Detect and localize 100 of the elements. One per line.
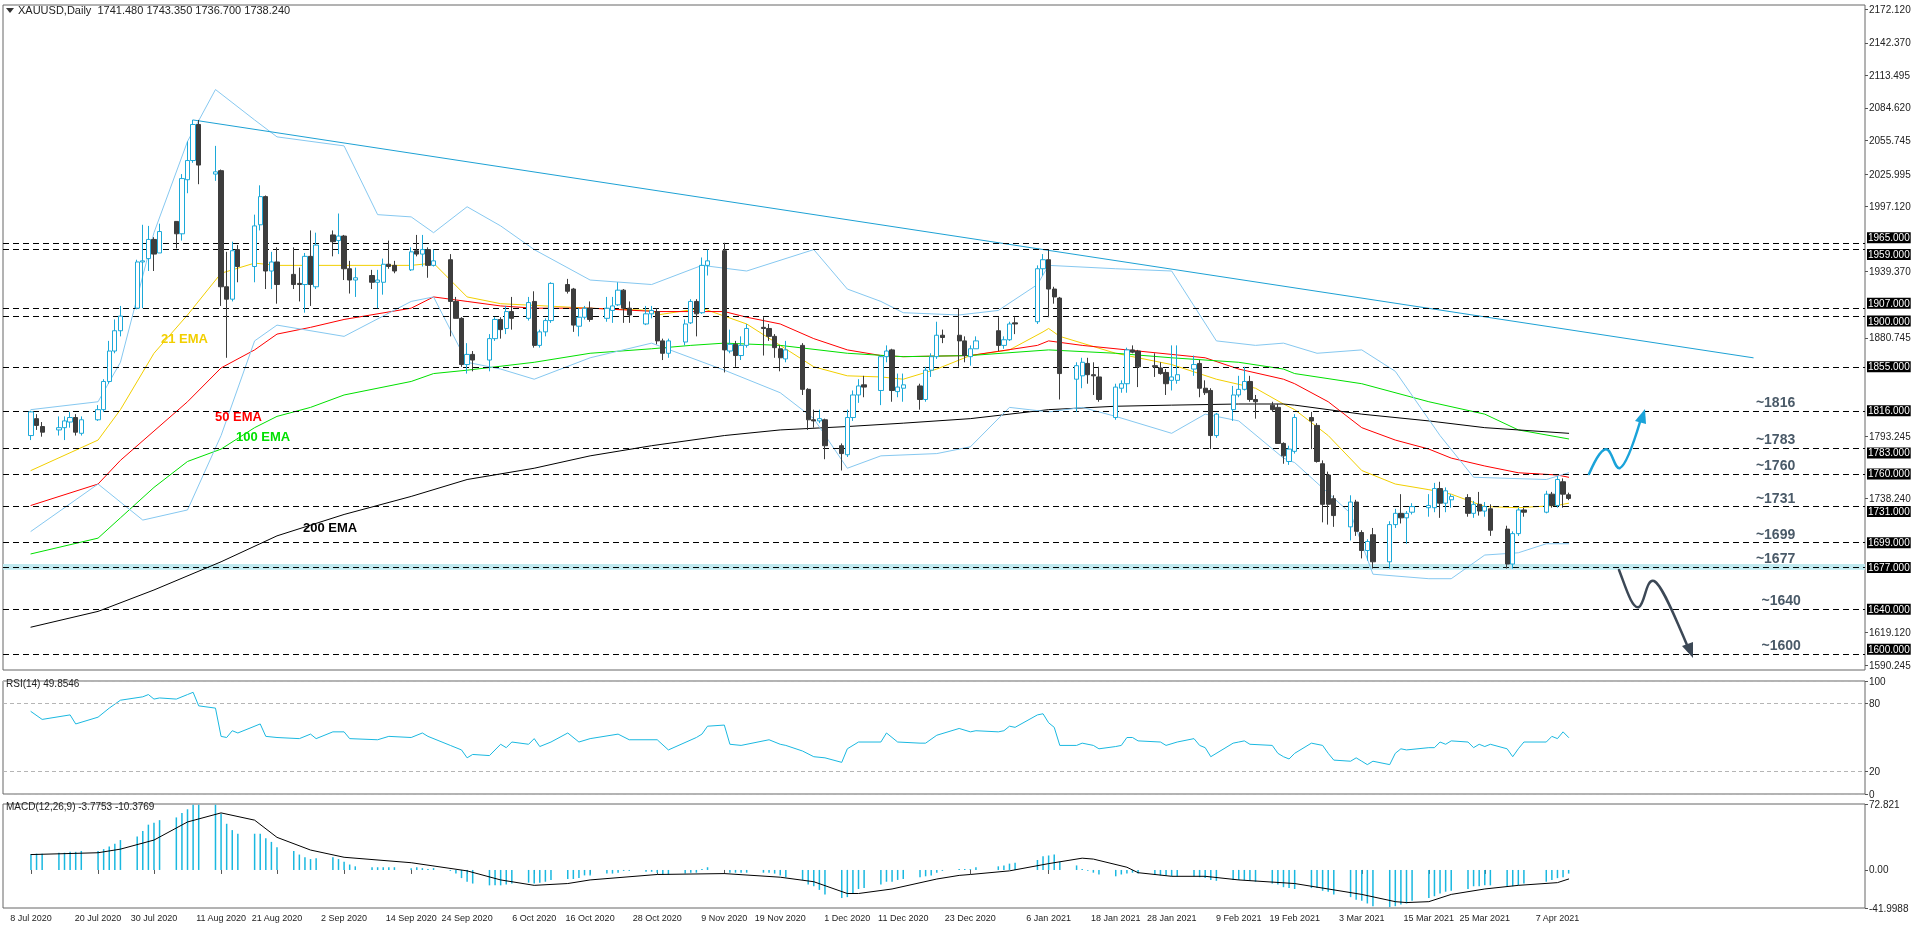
candlestick — [330, 229, 336, 257]
candlestick — [694, 298, 699, 337]
y-tick-label: 80 — [1869, 698, 1881, 710]
candlestick — [889, 348, 895, 403]
series-label: 21 EMA — [161, 331, 209, 346]
annotation: ~1677 — [1755, 550, 1796, 567]
candlestick — [526, 296, 531, 322]
candlestick — [509, 296, 514, 331]
y-tick-label: 72.821 — [1869, 798, 1901, 810]
candlestick — [688, 298, 693, 325]
annotation: ~1699 — [1755, 525, 1796, 542]
line-series — [30, 342, 1570, 555]
candlestick — [822, 418, 828, 460]
candlestick — [1359, 529, 1364, 559]
y-tick-label: 20 — [1869, 765, 1881, 777]
candlestick — [727, 329, 733, 354]
x-tick-label: 9 Nov 2020 — [701, 912, 748, 923]
x-tick-label: 24 Sep 2020 — [441, 912, 493, 923]
annotation: ~1640 — [1761, 592, 1801, 609]
candlestick — [587, 300, 593, 323]
candlestick — [615, 281, 621, 307]
candlestick — [722, 242, 727, 373]
candlestick — [1314, 422, 1320, 464]
candlestick — [1096, 366, 1102, 403]
candlestick — [783, 340, 788, 363]
candlestick — [196, 119, 201, 185]
ref-line-label: 1900.000 — [1868, 315, 1911, 327]
series-label: 200 EMA — [303, 520, 358, 535]
candlestick — [336, 213, 341, 255]
candlestick — [1488, 503, 1493, 537]
ref-line-label: 1907.000 — [1868, 297, 1911, 309]
line-series — [30, 691, 1570, 766]
candlestick — [1505, 525, 1510, 570]
candlestick — [1471, 500, 1476, 519]
x-tick-label: 6 Oct 2020 — [512, 912, 557, 923]
chart-title: XAUUSD,Daily 1741.480 1743.350 1736.700 1738.240 — [18, 3, 291, 16]
x-tick-label: 19 Nov 2020 — [754, 912, 806, 923]
candlestick — [1544, 490, 1549, 514]
candlestick — [252, 214, 257, 283]
candlestick — [778, 344, 783, 372]
candlestick — [174, 220, 179, 249]
x-tick-label: 6 Jan 2021 — [1026, 912, 1071, 923]
candlestick — [498, 316, 503, 340]
x-tick-label: 23 Dec 2020 — [944, 912, 996, 923]
x-tick-label: 21 Aug 2020 — [251, 912, 303, 923]
ref-line-label: 1699.000 — [1868, 537, 1911, 549]
candlestick — [1521, 507, 1527, 518]
candlestick — [470, 350, 475, 372]
y-tick-label: 0 — [1869, 788, 1875, 800]
candlestick — [817, 409, 822, 424]
x-tick-label: 1 Dec 2020 — [824, 912, 871, 923]
line-series — [30, 812, 1570, 904]
annotation: ~1816 — [1755, 393, 1796, 410]
candlestick — [1482, 501, 1487, 518]
candlestick — [308, 229, 313, 307]
candlestick — [420, 234, 425, 267]
candlestick — [146, 225, 151, 272]
candlestick — [157, 223, 162, 254]
x-tick-label: 28 Jan 2021 — [1146, 912, 1197, 923]
candlestick — [34, 413, 39, 431]
y-tick-label: 1590.245 — [1869, 659, 1912, 671]
ref-line-label: 1959.000 — [1868, 249, 1911, 261]
candlestick — [73, 413, 78, 437]
y-tick-label: 2172.120 — [1869, 3, 1912, 15]
candlestick — [1555, 475, 1560, 509]
candlestick — [1477, 491, 1482, 517]
y-tick-label: 2084.620 — [1869, 102, 1912, 114]
candlestick — [839, 442, 844, 471]
annotation: ~1783 — [1755, 430, 1796, 447]
x-tick-label: 25 Mar 2021 — [1459, 912, 1511, 923]
y-tick-label: 0.00 — [1869, 864, 1889, 876]
candlestick — [28, 410, 34, 441]
x-tick-label: 3 Mar 2021 — [1338, 912, 1385, 923]
candlestick — [861, 375, 867, 398]
candlestick — [1549, 491, 1555, 509]
y-tick-label: 1939.370 — [1869, 266, 1912, 278]
candlestick — [79, 415, 84, 437]
y-tick-label: 1738.240 — [1869, 492, 1912, 504]
candlestick — [1370, 527, 1376, 570]
chart-title: MACD(12,26,9) -3.7753 -10.3769 — [6, 800, 155, 812]
candlestick — [151, 236, 157, 272]
y-tick-label: 100 — [1869, 675, 1887, 687]
candlestick — [302, 252, 308, 314]
x-tick-label: 9 Feb 2021 — [1215, 912, 1262, 923]
candlestick — [1309, 411, 1314, 450]
ref-line-label: 1600.000 — [1868, 643, 1911, 655]
candlestick — [666, 338, 671, 359]
ref-line-label: 1640.000 — [1868, 603, 1911, 615]
candlestick — [917, 383, 923, 411]
candlestick — [1152, 352, 1158, 378]
candlestick — [940, 329, 945, 344]
candlestick — [1465, 493, 1471, 518]
candlestick — [425, 246, 431, 279]
y-tick-label: 1997.120 — [1869, 201, 1912, 213]
y-tick-label: 2055.745 — [1869, 135, 1912, 147]
x-tick-label: 30 Jul 2020 — [130, 912, 178, 923]
candlestick — [733, 340, 738, 368]
candlestick — [263, 194, 268, 290]
chart-title: RSI(14) 49.8546 — [6, 677, 80, 689]
candlestick — [313, 232, 319, 290]
